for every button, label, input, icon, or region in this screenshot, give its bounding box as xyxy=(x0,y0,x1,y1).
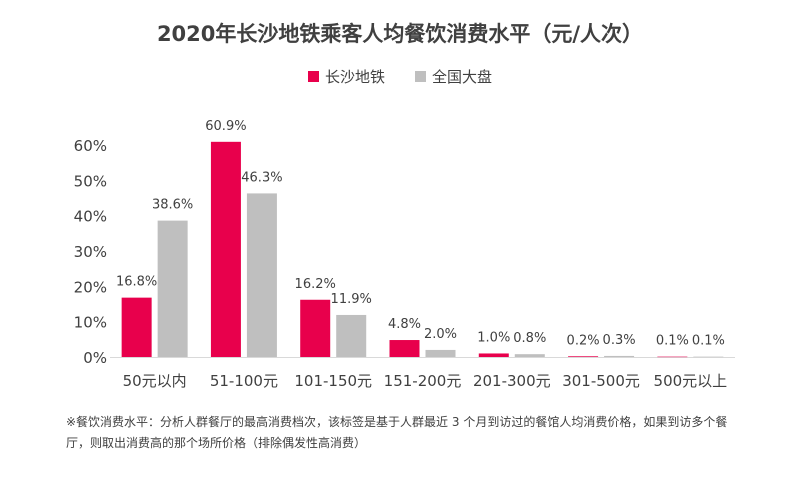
chart-title: 2020年长沙地铁乘客人均餐饮消费水平（元/人次） xyxy=(156,22,644,46)
x-tick-label: 500元以上 xyxy=(654,372,728,390)
y-tick-label: 0% xyxy=(83,349,107,367)
data-label: 1.0% xyxy=(477,330,510,345)
data-label: 0.3% xyxy=(603,333,636,348)
data-label: 38.6% xyxy=(152,198,193,213)
data-label: 60.9% xyxy=(205,119,246,134)
data-label: 0.1% xyxy=(656,334,689,349)
data-label: 0.8% xyxy=(513,331,546,346)
bar-chart: 0% 10% 20% 30% 40% 50% 60% 16.8% 38.6% 50元以内 60.9%… xyxy=(74,119,735,390)
legend: 长沙地铁 全国大盘 xyxy=(0,66,800,87)
x-tick-label: 51-100元 xyxy=(210,372,278,390)
legend-label-series-2: 全国大盘 xyxy=(432,68,493,86)
bar-series-2 xyxy=(157,220,188,357)
data-label: 0.1% xyxy=(692,334,725,349)
bar-series-2 xyxy=(246,193,277,357)
data-label: 46.3% xyxy=(241,170,282,185)
y-tick-label: 20% xyxy=(74,278,107,296)
legend-swatch-series-2 xyxy=(415,71,426,82)
x-tick-label: 50元以内 xyxy=(123,372,187,390)
y-tick-label: 50% xyxy=(74,172,107,190)
bar-series-1 xyxy=(389,340,420,357)
bar-series-2 xyxy=(514,354,545,357)
legend-item-series-2: 全国大盘 xyxy=(415,66,492,87)
data-label: 2.0% xyxy=(424,327,457,342)
data-label: 16.8% xyxy=(116,275,157,290)
data-label: 11.9% xyxy=(331,292,372,307)
bar-series-1 xyxy=(568,356,599,357)
bar-series-1 xyxy=(300,299,331,357)
legend-label-series-1: 长沙地铁 xyxy=(324,68,385,86)
legend-item-series-1: 长沙地铁 xyxy=(307,66,385,87)
bar-series-1 xyxy=(657,356,688,358)
data-label: 0.2% xyxy=(567,333,600,348)
bar-series-2 xyxy=(336,314,367,357)
bar-series-2 xyxy=(425,349,456,357)
bar-series-1 xyxy=(210,141,241,357)
bar-series-2 xyxy=(693,356,724,358)
y-tick-label: 60% xyxy=(74,137,107,155)
data-label: 4.8% xyxy=(388,317,421,332)
bar-series-1 xyxy=(478,353,509,357)
y-tick-label: 30% xyxy=(74,243,107,261)
footnote: ※餐饮消费水平：分析人群餐厅的最高消费档次，该标签是基于人群最近 3 个月到访过… xyxy=(66,415,728,450)
x-tick-label: 201-300元 xyxy=(473,372,551,390)
y-tick-label: 40% xyxy=(74,208,107,226)
x-tick-label: 301-500元 xyxy=(562,372,640,390)
x-tick-label: 101-150元 xyxy=(294,372,372,390)
bar-series-2 xyxy=(604,355,635,357)
x-tick-label: 151-200元 xyxy=(384,372,462,390)
bar-series-1 xyxy=(121,297,152,357)
data-label: 16.2% xyxy=(295,277,336,292)
y-tick-label: 10% xyxy=(74,314,107,332)
legend-swatch-series-1 xyxy=(307,71,319,82)
